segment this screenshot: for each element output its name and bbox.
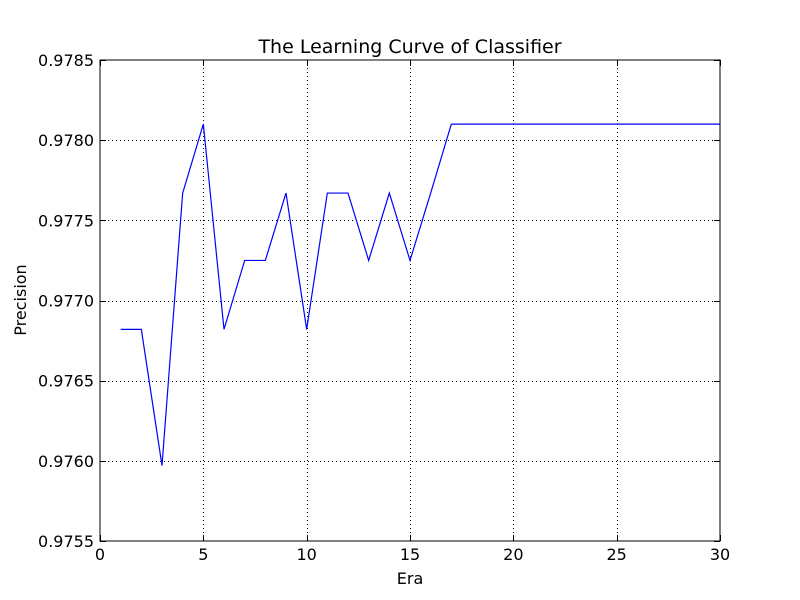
- y-axis-label: Precision: [11, 264, 30, 335]
- x-tick-label: 10: [296, 545, 316, 564]
- y-tick-label: 0.9765: [38, 372, 94, 391]
- x-tick-label: 0: [95, 545, 105, 564]
- y-gridlines: [100, 140, 720, 462]
- y-tick-label: 0.9775: [38, 211, 94, 230]
- x-tick-label: 5: [198, 545, 208, 564]
- y-tick-label: 0.9770: [38, 292, 94, 311]
- series-layer: [120, 123, 720, 466]
- x-tick-label: 15: [400, 545, 420, 564]
- y-tick-label: 0.9780: [38, 131, 94, 150]
- chart-title: The Learning Curve of Classifier: [257, 36, 561, 58]
- y-tick-label: 0.9785: [38, 51, 94, 70]
- y-ticks: 0.9755 0.9760 0.9765 0.9770 0.9775 0.9780 0.97…: [38, 51, 720, 551]
- x-tick-label: 25: [606, 545, 626, 564]
- x-tick-label: 30: [710, 545, 730, 564]
- x-tick-label: 20: [503, 545, 523, 564]
- x-ticks: 0 5 10 15 20 25 30: [95, 60, 730, 564]
- y-tick-label: 0.9755: [38, 532, 94, 551]
- y-tick-label: 0.9760: [38, 452, 94, 471]
- x-gridlines: [203, 60, 618, 541]
- x-axis-label: Era: [397, 569, 424, 588]
- series-line: [120, 123, 720, 466]
